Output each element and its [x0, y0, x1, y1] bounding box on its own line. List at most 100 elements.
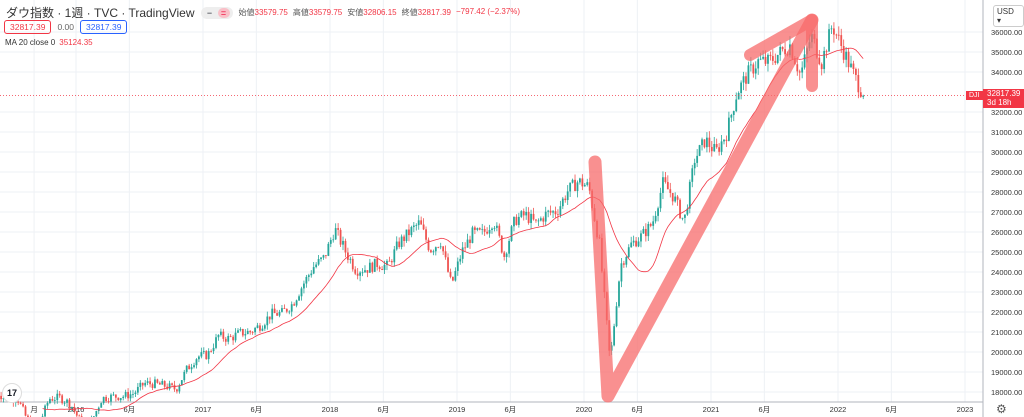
- candle-body: [710, 146, 713, 152]
- candle-body: [701, 139, 703, 146]
- candle-body: [693, 162, 696, 169]
- candle-body: [178, 385, 181, 392]
- candle-body: [395, 241, 398, 250]
- candle-body: [310, 273, 313, 276]
- candle-body: [561, 198, 564, 207]
- candle-body: [456, 261, 459, 272]
- candle-body: [393, 249, 396, 263]
- candle-body: [630, 242, 633, 248]
- time-tick-label: 6月: [251, 405, 263, 414]
- candle-body: [349, 258, 352, 260]
- candle-body: [61, 395, 64, 404]
- candle-body: [227, 335, 230, 342]
- candle-body: [75, 411, 78, 416]
- candle-body: [176, 389, 178, 392]
- candle-body: [718, 147, 721, 152]
- candle-body: [483, 228, 486, 232]
- price-tick-label: 24000.00: [991, 268, 1022, 277]
- candle-body: [708, 137, 711, 147]
- candle-body: [295, 300, 298, 306]
- candle-body: [273, 308, 276, 314]
- candle-body: [56, 393, 59, 401]
- time-tick-label: 2016: [68, 405, 85, 414]
- candle-body: [342, 240, 344, 245]
- layout-toggle[interactable]: − =: [200, 6, 233, 19]
- candle-body: [129, 394, 132, 399]
- candle-body: [390, 261, 393, 263]
- minus-icon[interactable]: −: [206, 7, 213, 18]
- candle-body: [376, 258, 379, 268]
- candle-body: [784, 49, 786, 55]
- candle-body: [305, 276, 308, 284]
- candle-body: [657, 208, 659, 216]
- candle-body: [281, 308, 283, 312]
- candle-body: [583, 184, 586, 187]
- ma-indicator-legend[interactable]: MA 20 close 0 35124.35: [5, 38, 93, 47]
- candle-body: [122, 396, 125, 399]
- candle-body: [684, 214, 686, 218]
- candle-body: [346, 252, 349, 260]
- candle-body: [820, 64, 823, 70]
- candle-body: [271, 308, 274, 320]
- equals-icon[interactable]: =: [217, 7, 230, 18]
- candle-body: [317, 259, 320, 265]
- candle-body: [403, 236, 405, 241]
- candle-body: [642, 228, 645, 234]
- last-price-label: 32817.39 3d 18h: [983, 89, 1024, 108]
- candle-body: [442, 246, 445, 252]
- candle-body: [659, 192, 662, 209]
- candle-body: [635, 240, 637, 247]
- candle-body: [732, 111, 735, 115]
- candle-body: [219, 331, 222, 335]
- candle-body: [588, 182, 591, 191]
- candle-body: [444, 251, 447, 258]
- candle-body: [290, 304, 293, 312]
- candle-body: [571, 179, 574, 183]
- candle-body: [139, 382, 142, 387]
- candle-body: [27, 415, 29, 417]
- candle-body: [210, 351, 213, 352]
- candle-body: [422, 224, 425, 230]
- symbol-title[interactable]: ダウ指数 · 1週 · TVC · TradingView: [6, 6, 195, 20]
- candle-body: [544, 211, 547, 222]
- tradingview-logo[interactable]: 17: [2, 383, 22, 403]
- buy-price-button[interactable]: 32817.39: [80, 20, 128, 34]
- candle-body: [837, 34, 840, 36]
- candle-body: [674, 196, 677, 202]
- currency-selector[interactable]: USD ▾: [993, 5, 1024, 27]
- candle-body: [110, 394, 112, 402]
- gear-icon[interactable]: ⚙: [996, 402, 1007, 416]
- candle-body: [251, 332, 254, 334]
- candle-body: [666, 182, 669, 190]
- candle-body: [857, 74, 860, 93]
- candle-body: [246, 330, 249, 335]
- sell-price-button[interactable]: 32817.39: [4, 20, 52, 34]
- price-tick-label: 28000.00: [991, 188, 1022, 197]
- candle-body: [676, 196, 679, 200]
- candle-body: [862, 95, 865, 97]
- candle-body: [569, 182, 572, 192]
- time-tick-label: 2021: [703, 405, 720, 414]
- candle-body: [796, 64, 799, 72]
- candle-body: [408, 229, 410, 236]
- moving-average-line: [42, 47, 864, 411]
- candle-body: [112, 394, 115, 396]
- candle-body: [762, 56, 764, 59]
- candle-body: [681, 217, 684, 219]
- candle-body: [63, 402, 66, 404]
- candle-body: [183, 371, 186, 381]
- candle-body: [146, 381, 149, 383]
- candle-body: [530, 213, 532, 223]
- candle-body: [854, 69, 857, 75]
- candle-body: [163, 381, 166, 387]
- candle-body: [256, 325, 259, 328]
- candle-body: [49, 399, 51, 403]
- candle-body: [525, 211, 528, 216]
- price-tick-label: 23000.00: [991, 288, 1022, 297]
- candle-body: [510, 226, 513, 242]
- candle-body: [454, 271, 457, 281]
- drawn-arrow-annotation: [588, 13, 819, 403]
- candle-body: [249, 330, 252, 333]
- candle-body: [412, 225, 415, 228]
